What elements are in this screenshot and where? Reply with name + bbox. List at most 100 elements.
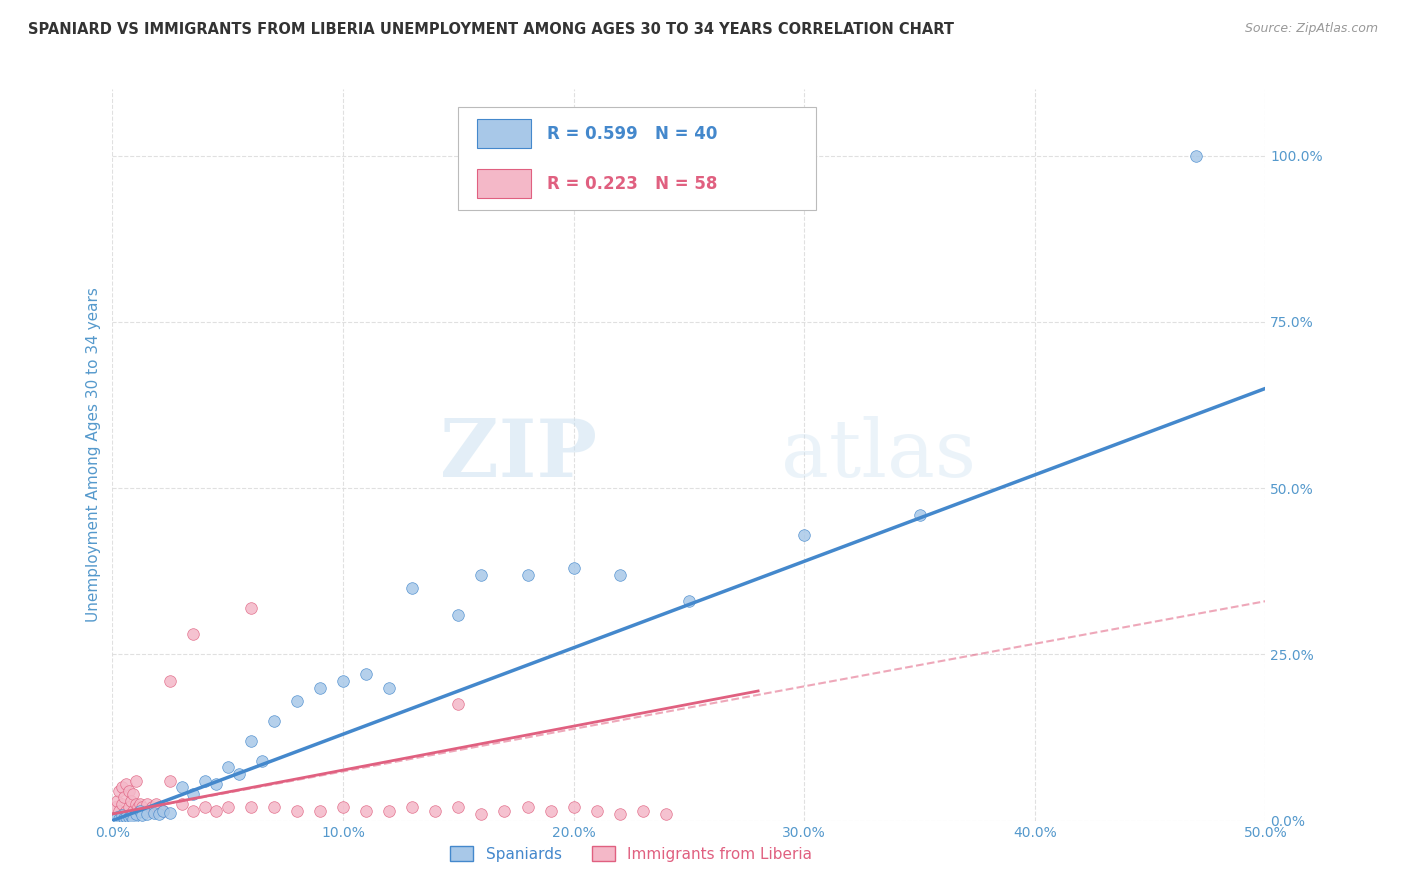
Text: R = 0.223   N = 58: R = 0.223 N = 58 [547,175,717,193]
Point [120,807,142,822]
Point [655,807,678,822]
Point [205,804,228,818]
Point [129,804,152,818]
Point [141,800,163,814]
FancyBboxPatch shape [458,108,815,210]
Point [112,790,135,805]
Point [108,812,131,826]
Point [239,800,262,814]
Point [159,805,181,820]
Point [117,810,139,824]
Text: SPANIARD VS IMMIGRANTS FROM LIBERIA UNEMPLOYMENT AMONG AGES 30 TO 34 YEARS CORRE: SPANIARD VS IMMIGRANTS FROM LIBERIA UNEM… [28,22,955,37]
Point [470,807,492,822]
Point [134,804,156,818]
Point [124,773,146,788]
Point [401,581,423,595]
Point [378,681,401,695]
Point [425,804,447,818]
Point [117,783,139,797]
Point [181,787,204,801]
Point [609,807,631,822]
Point [181,804,204,818]
Point [585,804,607,818]
Point [145,797,167,811]
Point [285,804,308,818]
Point [136,797,159,811]
Point [115,804,138,818]
Point [170,780,193,795]
Point [112,811,135,825]
Point [108,804,131,818]
Point [447,607,470,622]
Point [562,561,585,575]
Point [115,810,138,824]
Text: atlas: atlas [782,416,976,494]
FancyBboxPatch shape [477,120,531,148]
Point [131,800,153,814]
Point [285,694,308,708]
Point [131,808,153,822]
Point [152,804,174,818]
Point [124,797,146,811]
Point [105,810,128,824]
Point [152,804,174,818]
Point [309,804,332,818]
Point [354,667,377,681]
Point [217,760,239,774]
Point [263,714,285,728]
Legend: Spaniards, Immigrants from Liberia: Spaniards, Immigrants from Liberia [444,839,818,868]
Point [194,800,217,814]
Point [111,797,134,811]
Point [516,800,538,814]
Point [111,780,134,795]
Point [115,777,138,791]
Point [631,804,654,818]
Point [1185,149,1208,163]
Point [516,567,538,582]
Point [122,804,145,818]
Point [111,808,134,822]
Point [252,754,274,768]
Point [136,807,159,822]
Text: ZIP: ZIP [440,416,596,494]
FancyBboxPatch shape [477,169,531,198]
Point [170,797,193,811]
Point [401,800,423,814]
Point [908,508,931,522]
Point [540,804,562,818]
Point [120,794,142,808]
Point [194,773,217,788]
Point [332,800,354,814]
Point [143,805,166,820]
Point [378,804,401,818]
Point [148,800,170,814]
Point [159,673,181,688]
Point [793,527,815,541]
Point [354,804,377,818]
Point [494,804,516,818]
Text: Source: ZipAtlas.com: Source: ZipAtlas.com [1244,22,1378,36]
Point [138,804,160,818]
Point [217,800,239,814]
Point [181,627,204,641]
Point [129,797,152,811]
Point [122,812,145,826]
Point [143,804,166,818]
Point [447,698,470,712]
Point [205,777,228,791]
Point [104,800,127,814]
Point [122,787,145,801]
Point [112,807,135,822]
Point [124,807,146,822]
Y-axis label: Unemployment Among Ages 30 to 34 years: Unemployment Among Ages 30 to 34 years [86,287,101,623]
Point [447,800,470,814]
Point [470,567,492,582]
Point [239,734,262,748]
Point [117,800,139,814]
Point [332,673,354,688]
Point [228,767,250,781]
Point [148,807,170,822]
Point [678,594,700,608]
Text: R = 0.599   N = 40: R = 0.599 N = 40 [547,125,717,143]
Point [562,800,585,814]
